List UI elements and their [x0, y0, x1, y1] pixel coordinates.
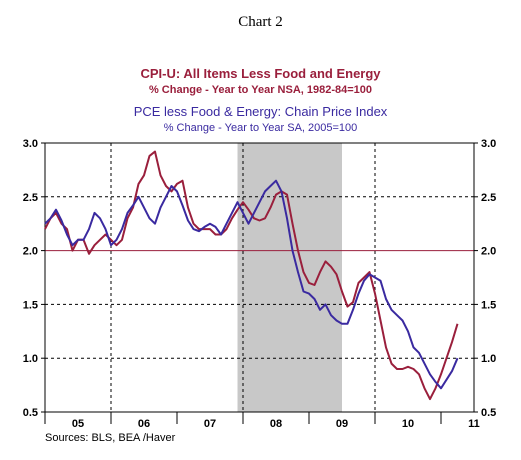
series-subtitle-pce: % Change - Year to Year SA, 2005=100 — [163, 122, 358, 134]
sources-note: Sources: BLS, BEA /Haver — [45, 432, 176, 444]
y-tick-label-right: 3.0 — [481, 138, 496, 150]
series-title-pce: PCE less Food & Energy: Chain Price Inde… — [133, 104, 388, 119]
x-tick-label: 11 — [468, 418, 480, 430]
recession-shading — [237, 143, 342, 412]
series-line-pce — [44, 179, 459, 390]
y-tick-label-right: 1.0 — [481, 353, 496, 365]
series-title-cpi: CPI-U: All Items Less Food and Energy — [140, 66, 381, 81]
y-tick-label-left: 0.5 — [23, 407, 38, 419]
y-tick-label-right: 0.5 — [481, 407, 496, 419]
y-tick-label-right: 2.5 — [481, 192, 496, 204]
y-tick-label-left: 3.0 — [23, 138, 38, 150]
y-tick-label-right: 2.0 — [481, 246, 496, 258]
x-tick-label: 09 — [336, 418, 348, 430]
plot-frame — [44, 142, 475, 413]
y-tick-label-right: 1.5 — [481, 299, 496, 311]
y-tick-label-left: 1.0 — [23, 353, 38, 365]
y-tick-label-left: 2.5 — [23, 192, 38, 204]
series-subtitle-cpi: % Change - Year to Year NSA, 1982-84=100 — [148, 84, 373, 96]
y-tick-label-left: 2.0 — [23, 246, 38, 258]
x-tick-label: 07 — [204, 418, 216, 430]
x-tick-label: 10 — [402, 418, 414, 430]
chart-title: Chart 2 — [238, 14, 283, 30]
x-tick-label: 08 — [270, 418, 282, 430]
x-tick-label: 05 — [72, 418, 84, 430]
y-tick-label-left: 1.5 — [23, 299, 38, 311]
x-tick-label: 06 — [138, 418, 150, 430]
